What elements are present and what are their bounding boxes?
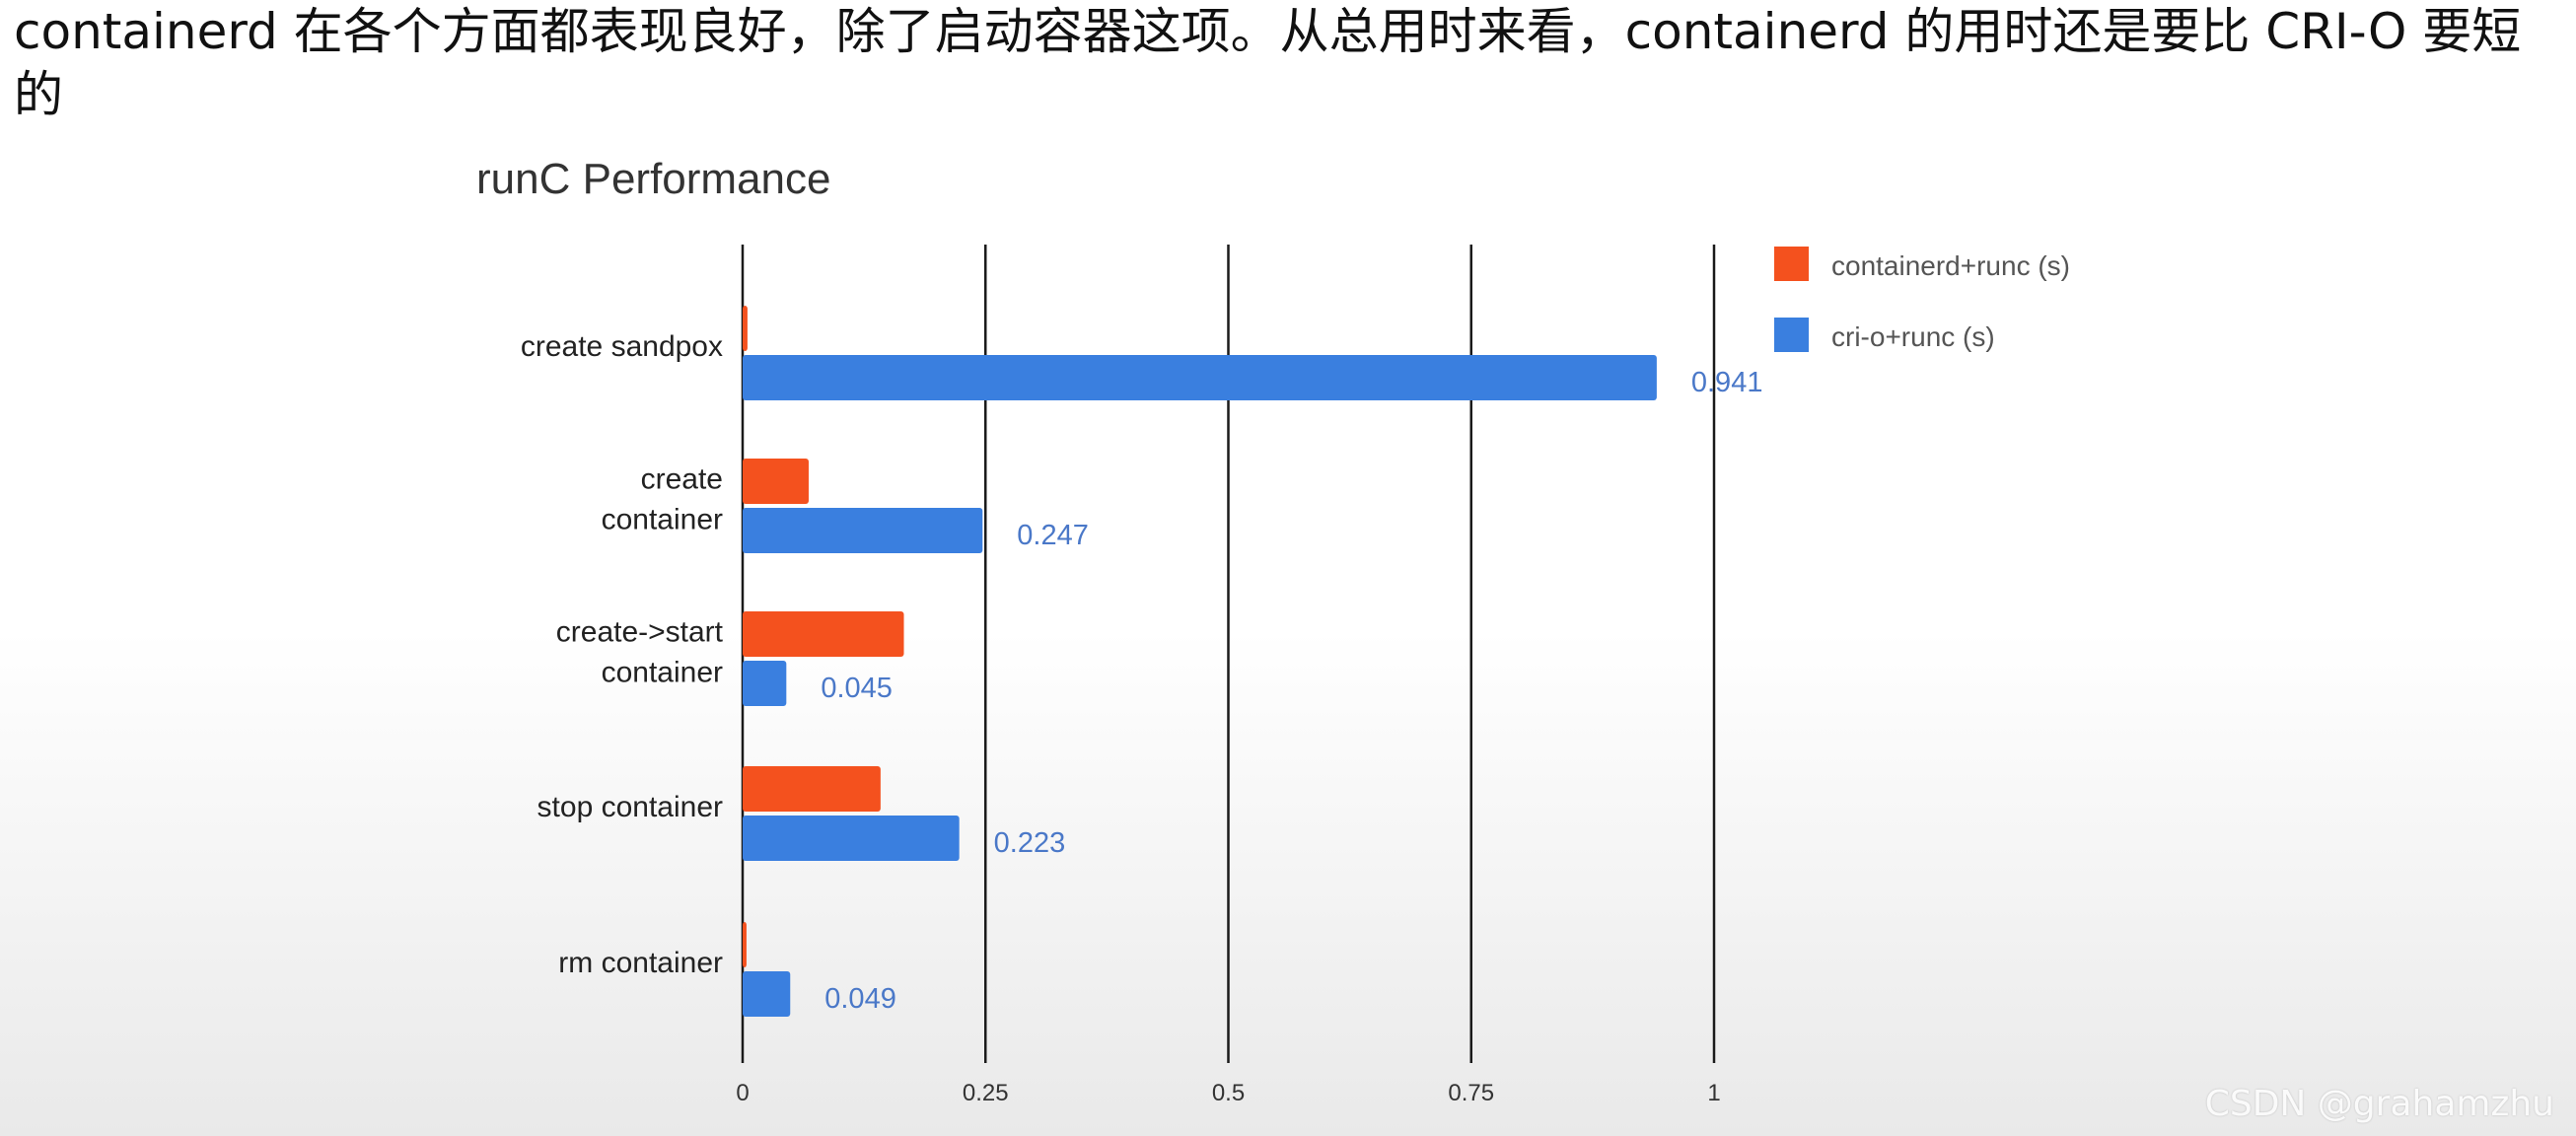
category-label: create->start — [556, 616, 724, 649]
bar-crio — [743, 661, 787, 706]
bar-containerd — [743, 766, 881, 812]
data-label: 0.223 — [994, 827, 1066, 859]
caption-text: containerd 在各个方面都表现良好，除了启动容器这项。从总用时来看，co… — [14, 3, 2522, 123]
data-label: 0.247 — [1017, 520, 1089, 551]
data-label: 0.045 — [821, 673, 893, 704]
data-label: 0.049 — [824, 983, 896, 1015]
bar-containerd — [743, 306, 748, 351]
x-tick-label: 0.75 — [1448, 1080, 1494, 1106]
x-tick-label: 0.25 — [963, 1080, 1009, 1106]
bar-containerd — [743, 611, 904, 657]
bar-crio — [743, 816, 960, 861]
legend-swatch — [1774, 247, 1809, 281]
bar-containerd — [743, 459, 809, 504]
bar-containerd — [743, 922, 747, 967]
chart-title: runC Performance — [476, 155, 830, 203]
legend-label: containerd+runc (s) — [1831, 250, 2070, 281]
data-label: 0.941 — [1691, 367, 1763, 398]
legend-label: cri-o+runc (s) — [1831, 321, 1995, 352]
legend-swatch — [1774, 318, 1809, 352]
x-tick-label: 0 — [736, 1080, 749, 1106]
x-tick-label: 0.5 — [1212, 1080, 1245, 1106]
watermark: CSDN @grahamzhu — [2204, 1084, 2554, 1124]
bar-crio — [743, 971, 791, 1017]
category-label: container — [602, 657, 723, 689]
bar-crio — [743, 508, 983, 553]
category-label: container — [602, 504, 723, 536]
category-label: create — [641, 463, 723, 496]
x-tick-label: 1 — [1707, 1080, 1720, 1106]
category-label: create sandpox — [521, 330, 723, 363]
category-label: stop container — [537, 791, 723, 823]
category-label: rm container — [558, 947, 723, 979]
bar-crio — [743, 355, 1657, 400]
